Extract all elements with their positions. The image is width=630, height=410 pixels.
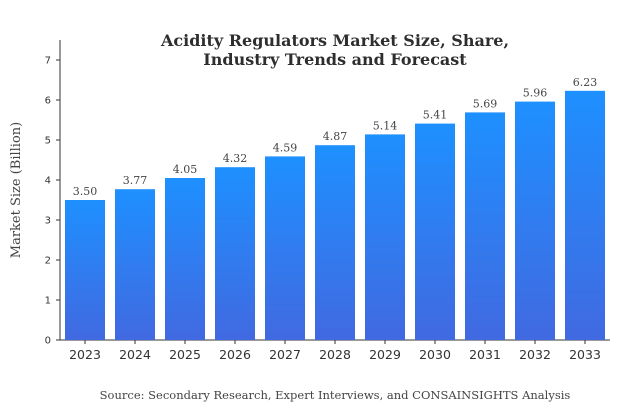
data-label-2030: 5.41 [423, 109, 448, 122]
data-label-2023: 3.50 [73, 185, 98, 198]
x-tick-label-2031: 2031 [469, 347, 501, 362]
data-label-2024: 3.77 [123, 174, 148, 187]
y-tick-label-2: 2 [45, 256, 51, 267]
bar-2031 [465, 112, 505, 341]
chart-title-line-1: Acidity Regulators Market Size, Share, [160, 31, 509, 50]
x-tick-label-2025: 2025 [169, 347, 201, 362]
data-label-2032: 5.96 [523, 87, 548, 100]
data-label-2029: 5.14 [373, 119, 398, 132]
bar-2024 [115, 189, 155, 340]
data-label-2025: 4.05 [173, 163, 198, 176]
bar-2029 [365, 134, 405, 340]
bar-2033 [565, 90, 605, 340]
bar-2028 [315, 145, 355, 340]
bar-2025 [165, 178, 205, 340]
data-label-2033: 6.23 [573, 76, 598, 89]
bars [65, 90, 605, 341]
y-ticks: 0 1 2 3 4 5 6 7 [45, 56, 60, 347]
bar-2026 [215, 167, 255, 340]
bar-2032 [515, 101, 555, 340]
y-tick-label-4: 4 [45, 176, 51, 187]
y-tick-label-1: 1 [45, 296, 51, 307]
data-label-2027: 4.59 [273, 141, 298, 154]
x-tick-label-2030: 2030 [419, 347, 451, 362]
data-label-2026: 4.32 [223, 152, 248, 165]
source-note: Source: Secondary Research, Expert Inter… [100, 388, 571, 402]
y-tick-label-5: 5 [45, 136, 51, 147]
x-tick-label-2024: 2024 [119, 347, 151, 362]
x-ticks: 2023 2024 2025 2026 2027 2028 2029 2030 2031 2032… [69, 340, 601, 362]
bar-2023 [65, 200, 105, 340]
y-axis-title: Market Size (Billion) [9, 122, 24, 258]
chart-title-line-2: Industry Trends and Forecast [203, 50, 467, 69]
y-tick-label-7: 7 [45, 56, 51, 67]
data-label-2031: 5.69 [473, 97, 498, 110]
x-tick-label-2028: 2028 [319, 347, 351, 362]
y-tick-label-6: 6 [45, 96, 51, 107]
data-labels: 3.50 3.77 4.05 4.32 4.59 4.87 5.14 5.41 5.69 5.96… [73, 76, 598, 198]
data-label-2028: 4.87 [323, 130, 348, 143]
x-tick-label-2032: 2032 [519, 347, 551, 362]
x-tick-label-2033: 2033 [569, 347, 601, 362]
y-tick-label-0: 0 [45, 336, 51, 347]
y-tick-label-3: 3 [45, 216, 51, 227]
bar-2030 [415, 123, 455, 340]
x-tick-label-2027: 2027 [269, 347, 301, 362]
x-tick-label-2029: 2029 [369, 347, 401, 362]
x-tick-label-2026: 2026 [219, 347, 251, 362]
bar-2027 [265, 156, 305, 340]
x-tick-label-2023: 2023 [69, 347, 101, 362]
